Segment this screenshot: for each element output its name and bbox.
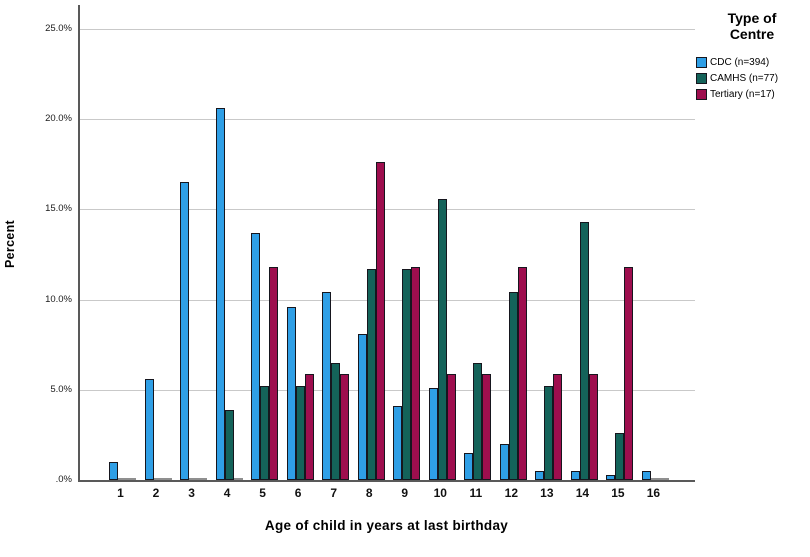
y-tick-label-0: .0% bbox=[55, 474, 72, 485]
bar-camhs-age-5 bbox=[260, 386, 270, 480]
bar-camhs-age-11 bbox=[473, 363, 483, 480]
bar-camhs-age-2 bbox=[153, 478, 163, 480]
gridline-15 bbox=[80, 209, 695, 211]
legend-items: CDC (n=394) CAMHS (n=77) Tertiary (n=17) bbox=[696, 54, 808, 102]
bar-cdc-age-8 bbox=[357, 334, 367, 480]
bar-cdc-age-2 bbox=[144, 379, 154, 480]
bar-camhs-age-16 bbox=[650, 478, 660, 480]
gridline-10 bbox=[80, 299, 695, 301]
legend-item-tertiary: Tertiary (n=17) bbox=[696, 86, 808, 102]
bar-camhs-age-8 bbox=[366, 269, 376, 480]
x-tick-label-2: 2 bbox=[152, 486, 160, 500]
bar-cdc-age-16 bbox=[641, 471, 651, 480]
bar-cdc-age-11 bbox=[464, 453, 474, 480]
x-tick-label-4: 4 bbox=[223, 486, 231, 500]
camhs-color-swatch-icon bbox=[696, 72, 707, 84]
plot-area bbox=[78, 5, 695, 480]
bar-tertiary-age-15 bbox=[624, 267, 634, 480]
bar-tertiary-age-10 bbox=[446, 374, 456, 480]
x-tick-label-16: 16 bbox=[646, 486, 661, 500]
x-tick-label-15: 15 bbox=[611, 486, 625, 500]
bar-cdc-age-14 bbox=[570, 471, 580, 480]
bar-camhs-age-13 bbox=[544, 386, 554, 480]
x-axis-line bbox=[78, 480, 695, 482]
bar-tertiary-age-12 bbox=[517, 267, 527, 480]
bar-cdc-age-3 bbox=[180, 182, 190, 480]
tertiary-color-swatch-icon bbox=[696, 88, 707, 100]
x-tick-label-5: 5 bbox=[259, 486, 266, 500]
x-tick-label-13: 13 bbox=[540, 486, 554, 500]
x-tick-label-8: 8 bbox=[365, 486, 373, 500]
bar-camhs-age-6 bbox=[295, 386, 305, 480]
bar-camhs-age-9 bbox=[402, 269, 412, 480]
y-tick-label-15: 15.0% bbox=[45, 203, 72, 215]
bar-tertiary-age-16 bbox=[659, 478, 669, 480]
bar-cdc-age-13 bbox=[535, 471, 545, 480]
y-tick-label-10: 10.0% bbox=[45, 293, 72, 305]
bar-camhs-age-3 bbox=[189, 478, 199, 480]
bar-tertiary-age-5 bbox=[269, 267, 279, 480]
x-tick-label-14: 14 bbox=[575, 486, 590, 500]
y-tick-label-20: 20.0% bbox=[45, 113, 72, 125]
bar-camhs-age-12 bbox=[508, 292, 518, 480]
y-tick-label-5: 5.0% bbox=[50, 383, 72, 395]
bar-cdc-age-7 bbox=[322, 292, 332, 480]
y-axis-title: Percent bbox=[3, 220, 17, 268]
y-tick-label-25: 25.0% bbox=[45, 23, 72, 34]
x-tick-label-10: 10 bbox=[433, 486, 447, 500]
bar-cdc-age-15 bbox=[606, 475, 616, 480]
bar-camhs-age-4 bbox=[224, 410, 234, 480]
x-tick-label-6: 6 bbox=[294, 486, 302, 500]
bar-tertiary-age-3 bbox=[198, 478, 208, 480]
bar-cdc-age-5 bbox=[251, 233, 261, 480]
gridline-25 bbox=[80, 29, 695, 30]
bar-cdc-age-9 bbox=[393, 406, 403, 480]
legend-item-camhs: CAMHS (n=77) bbox=[696, 70, 808, 86]
x-tick-label-12: 12 bbox=[504, 486, 518, 500]
gridline-20 bbox=[80, 119, 695, 121]
x-tick-label-3: 3 bbox=[188, 486, 195, 500]
x-tick-label-9: 9 bbox=[401, 486, 409, 500]
bar-tertiary-age-13 bbox=[553, 374, 563, 480]
bar-camhs-age-7 bbox=[331, 363, 341, 480]
x-axis-title: Age of child in years at last birthday bbox=[264, 518, 509, 533]
bar-tertiary-age-8 bbox=[375, 162, 385, 480]
bar-cdc-age-10 bbox=[428, 388, 438, 480]
bar-cdc-age-6 bbox=[286, 307, 296, 480]
x-tick-label-1: 1 bbox=[117, 486, 124, 500]
legend-label-cdc: CDC (n=394) bbox=[710, 56, 770, 68]
bar-tertiary-age-4 bbox=[233, 478, 243, 480]
bar-tertiary-age-9 bbox=[411, 267, 421, 480]
bar-cdc-age-12 bbox=[499, 444, 509, 480]
bar-camhs-age-1 bbox=[118, 478, 127, 480]
bar-tertiary-age-6 bbox=[304, 374, 314, 480]
bar-tertiary-age-11 bbox=[482, 374, 492, 480]
legend-item-cdc: CDC (n=394) bbox=[696, 54, 808, 70]
bar-tertiary-age-7 bbox=[340, 374, 350, 480]
bar-camhs-age-15 bbox=[615, 433, 625, 480]
cdc-color-swatch-icon bbox=[696, 56, 707, 68]
bar-cdc-age-1 bbox=[109, 462, 118, 480]
x-tick-label-7: 7 bbox=[330, 486, 338, 500]
bar-tertiary-age-1 bbox=[127, 478, 136, 480]
legend-label-camhs: CAMHS (n=77) bbox=[710, 72, 779, 84]
x-tick-label-11: 11 bbox=[469, 486, 483, 500]
bar-cdc-age-4 bbox=[215, 108, 225, 480]
bar-camhs-age-14 bbox=[579, 222, 589, 480]
legend: Type of Centre CDC (n=394) CAMHS (n=77) … bbox=[696, 10, 808, 102]
gridline-5 bbox=[80, 389, 695, 391]
bar-tertiary-age-14 bbox=[588, 374, 598, 480]
legend-label-tertiary: Tertiary (n=17) bbox=[710, 88, 775, 100]
legend-title: Type of Centre bbox=[727, 10, 777, 42]
bar-tertiary-age-2 bbox=[162, 478, 172, 480]
bar-camhs-age-10 bbox=[437, 199, 447, 480]
